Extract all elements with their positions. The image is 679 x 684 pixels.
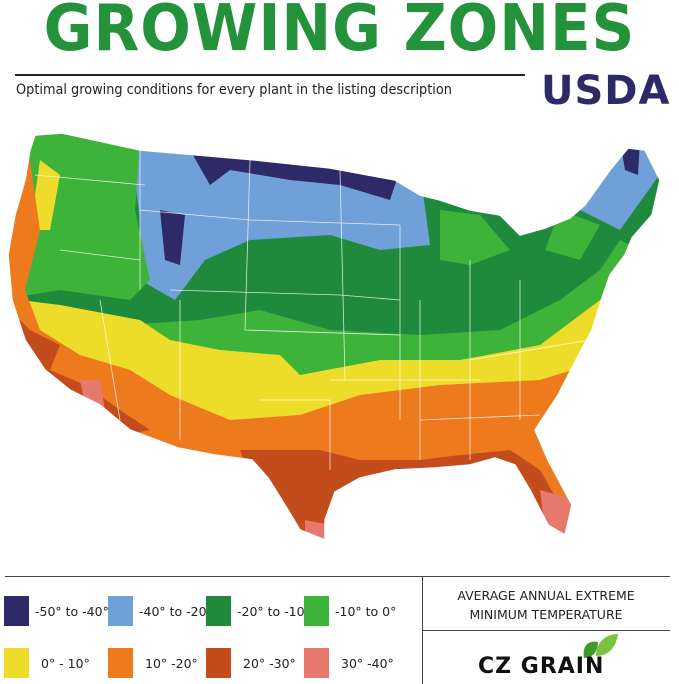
legend-item: 10° -20° xyxy=(108,648,198,678)
page-title: GROWING ZONES xyxy=(43,0,636,66)
usda-badge: USDA xyxy=(541,68,671,114)
legend-item: -10° to 0° xyxy=(304,596,396,626)
legend-item: 0° - 10° xyxy=(4,648,90,678)
legend-label: -50° to -40° xyxy=(35,603,109,619)
legend-item: 30° -40° xyxy=(304,648,394,678)
legend-swatch xyxy=(4,596,29,626)
legend-swatch xyxy=(206,596,231,626)
subtitle: Optimal growing conditions for every pla… xyxy=(16,82,452,98)
legend-swatch xyxy=(304,596,329,626)
legend-label: 10° -20° xyxy=(145,655,198,671)
zone-area xyxy=(20,160,640,425)
state-borders xyxy=(34,150,591,470)
legend-item: -20° to -10° xyxy=(206,596,311,626)
divider xyxy=(5,576,670,577)
legend-swatch xyxy=(4,648,29,678)
zone-area xyxy=(130,140,660,300)
legend-swatch xyxy=(206,648,231,678)
legend-item: -40° to -20° xyxy=(108,596,213,626)
legend-label: 30° -40° xyxy=(341,655,394,671)
legend-caption-line: MINIMUM TEMPERATURE xyxy=(469,607,623,622)
legend-swatch xyxy=(304,648,329,678)
legend-label: -20° to -10° xyxy=(237,603,311,619)
legend-caption-line: AVERAGE ANNUAL EXTREME xyxy=(457,588,635,603)
divider xyxy=(422,630,670,631)
logo-text: CZ GRAIN xyxy=(478,654,605,679)
divider xyxy=(15,74,525,76)
legend-caption: AVERAGE ANNUAL EXTREME MINIMUM TEMPERATU… xyxy=(423,586,669,624)
legend-label: 20° -30° xyxy=(243,655,296,671)
brand-logo: CZ GRAIN xyxy=(470,630,630,684)
legend-label: 0° - 10° xyxy=(41,655,90,671)
us-zone-map xyxy=(7,132,661,541)
legend-label: -10° to 0° xyxy=(335,603,397,619)
legend-swatch xyxy=(108,648,133,678)
legend-item: 20° -30° xyxy=(206,648,296,678)
legend-swatch xyxy=(108,596,133,626)
legend-item: -50° to -40° xyxy=(4,596,109,626)
zone-area xyxy=(8,133,640,400)
legend-label: -40° to -20° xyxy=(139,603,213,619)
zone-area xyxy=(160,140,640,265)
leaf-icon xyxy=(583,634,618,658)
